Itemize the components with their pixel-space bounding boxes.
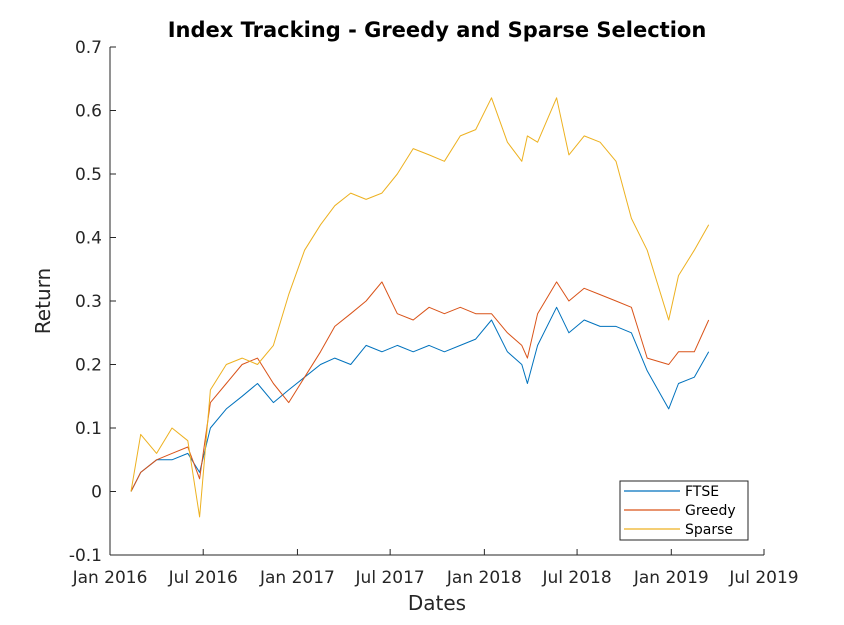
legend-label-ftse: FTSE [685, 484, 719, 500]
y-tick-label: -0.1 [69, 546, 102, 566]
x-tick-label: Jul 2017 [355, 568, 425, 588]
y-tick-label: 0.7 [75, 38, 102, 58]
x-tick-label: Jul 2018 [541, 568, 611, 588]
series-group [130, 97, 710, 518]
y-tick-label: 0.1 [75, 419, 102, 439]
x-ticks: Jan 2016 Jul 2016 Jan 2017 Jul 2017 Jan 2018… [72, 549, 799, 588]
chart-title: Index Tracking - Greedy and Sparse Selec… [168, 18, 707, 42]
y-tick-label: 0.6 [75, 102, 102, 122]
x-tick-label: Jan 2018 [446, 568, 522, 588]
y-tick-label: 0 [91, 483, 102, 503]
x-tick-label: Jul 2019 [728, 568, 798, 588]
x-tick-label: Jan 2019 [633, 568, 709, 588]
legend-label-greedy: Greedy [685, 503, 736, 519]
series-line-ftse [130, 306, 710, 492]
x-axis-label: Dates [408, 591, 466, 615]
y-tick-label: 0.3 [75, 292, 102, 312]
legend: FTSE Greedy Sparse [619, 480, 749, 541]
series-line-greedy [130, 281, 710, 492]
y-ticks: -0.1 0 0.1 0.2 0.3 0.4 0.5 0.6 0.7 [69, 38, 116, 566]
y-tick-label: 0.4 [75, 229, 102, 249]
series-line-sparse [130, 97, 710, 518]
y-tick-label: 0.2 [75, 356, 102, 376]
y-axis-label: Return [31, 268, 55, 334]
y-tick-label: 0.5 [75, 165, 102, 185]
x-tick-label: Jan 2017 [259, 568, 335, 588]
x-tick-label: Jan 2016 [72, 568, 148, 588]
x-tick-label: Jul 2016 [168, 568, 238, 588]
legend-label-sparse: Sparse [685, 522, 733, 538]
